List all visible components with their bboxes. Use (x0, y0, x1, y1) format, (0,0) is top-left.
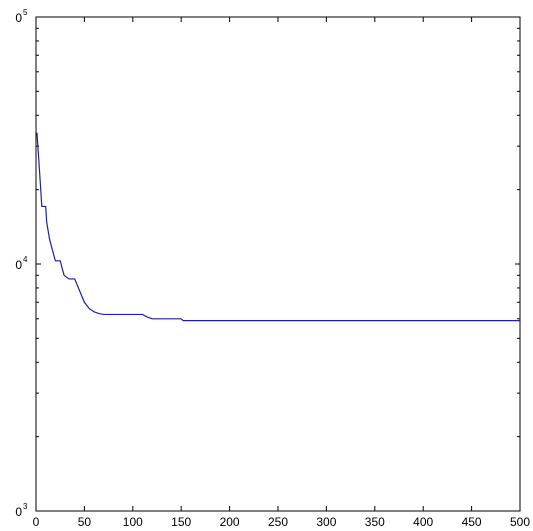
y-tick-label-exponent: 4 (23, 255, 28, 264)
x-tick-label: 350 (365, 515, 385, 529)
x-tick-label: 200 (220, 515, 240, 529)
y-tick-label-exponent: 3 (23, 502, 28, 511)
y-tick-label-base: 0 (15, 258, 22, 272)
series-line (36, 132, 520, 322)
y-tick-label-exponent: 5 (23, 8, 28, 17)
y-tick-labels: 0 30 40 5 (15, 8, 28, 519)
tick-marks (35, 16, 521, 512)
x-tick-label: 100 (123, 515, 143, 529)
y-tick-label-base: 0 (15, 11, 22, 25)
x-tick-label: 300 (316, 515, 336, 529)
x-tick-label: 0 (33, 515, 40, 529)
x-tick-label: 50 (78, 515, 92, 529)
y-tick-label-base: 0 (15, 505, 22, 519)
plot-area (35, 16, 521, 512)
x-tick-label: 250 (268, 515, 288, 529)
x-tick-label: 450 (462, 515, 482, 529)
x-tick-labels: 0 50 100 150 200 250 300 350 400 450 500 (33, 515, 531, 529)
series-group (36, 132, 520, 322)
x-tick-label: 150 (171, 515, 191, 529)
x-tick-label: 400 (413, 515, 433, 529)
x-tick-label: 500 (510, 515, 530, 529)
